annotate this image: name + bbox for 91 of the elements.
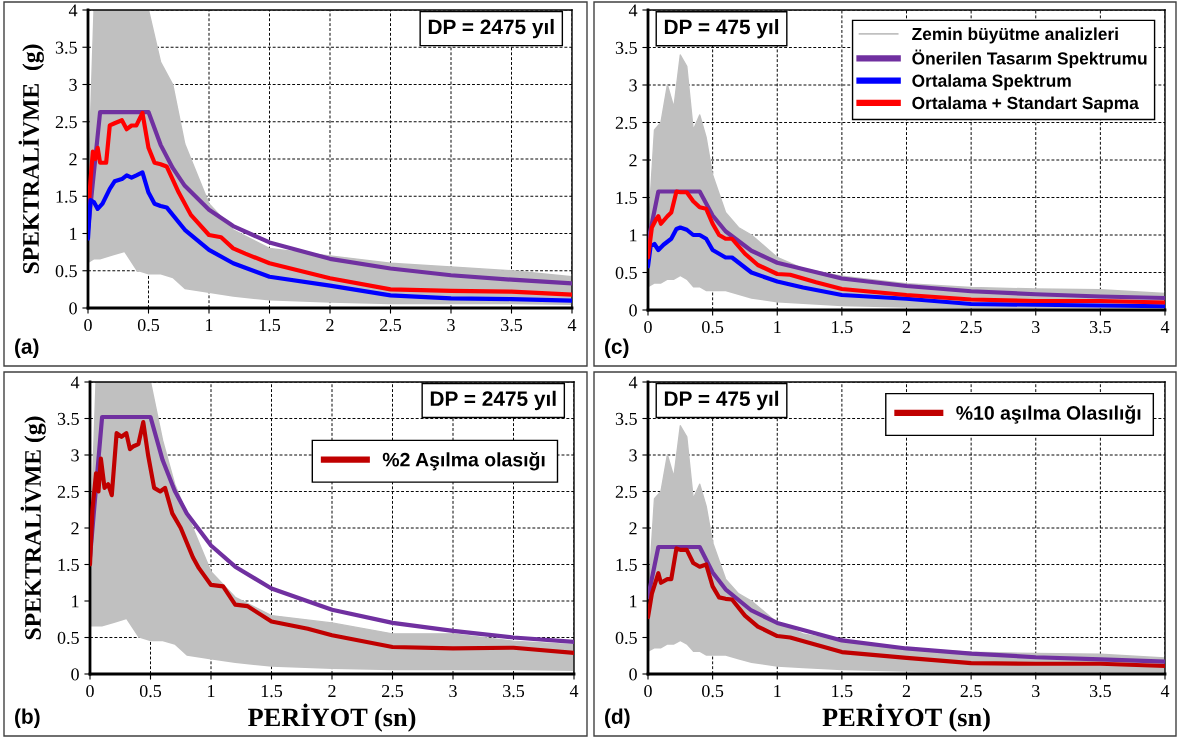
x-tick-label: 0.5 — [702, 320, 724, 334]
x-tick-label: 0.5 — [702, 684, 724, 698]
x-tick-label: 4 — [1160, 321, 1170, 333]
x-tick-label: 1 — [774, 321, 781, 333]
text: (a) — [15, 338, 39, 358]
x-tick-label: 3.5 — [503, 684, 525, 698]
x-tick-label: 3.5 — [501, 318, 523, 332]
y-tick-label: 1 — [630, 595, 637, 608]
y-tick-label: 2 — [629, 522, 637, 535]
y-tick-label: 1 — [630, 229, 637, 242]
x-tick-label: 0 — [644, 320, 652, 334]
y-tick-label: 3 — [69, 78, 77, 91]
x-tick-label: 3.5 — [1089, 320, 1111, 334]
y-tick-label: 2 — [69, 153, 77, 166]
annotation: DP = 2475 yıl — [428, 18, 554, 39]
x-tick-label: 3 — [1032, 320, 1040, 334]
x-tick-label: 2 — [902, 684, 911, 697]
x-axis-title: PERİYOT (sn) — [248, 703, 416, 732]
line-series — [88, 170, 572, 303]
x-tick-label: 4 — [567, 319, 577, 331]
x-tick-label: 1.5 — [259, 319, 281, 332]
y-axis-title: SPEKTRALİVME (g) — [18, 44, 44, 274]
y-tick-label: 0 — [71, 668, 79, 681]
y-tick-label: 4 — [70, 376, 80, 389]
y-tick-label: 4 — [628, 4, 638, 17]
x-tick-label: 3 — [1032, 684, 1040, 698]
x-tick-label: 2 — [902, 320, 911, 333]
y-tick-label: 1.5 — [58, 558, 79, 572]
y-tick-label: 2 — [629, 154, 637, 167]
x-tick-label: 0 — [644, 684, 652, 698]
x-axis-title: PERİYOT (sn) — [822, 703, 990, 732]
x-tick-label: 3 — [447, 318, 455, 332]
y-tick-label: 0 — [629, 304, 637, 317]
y-tick-label: 4 — [628, 376, 638, 389]
x-tick-label: 3.5 — [1089, 684, 1111, 698]
x-tick-label: 2 — [328, 684, 336, 697]
text: (c) — [605, 338, 629, 358]
y-tick-label: 0 — [69, 302, 77, 315]
x-tick-label: 3 — [449, 684, 457, 698]
y-tick-label: 3.5 — [57, 412, 79, 426]
y-tick-label: 1 — [70, 227, 77, 240]
x-tick-label: 0 — [84, 318, 92, 332]
y-tick-label: 2 — [71, 522, 79, 535]
y-tick-label: 0.5 — [55, 265, 77, 278]
y-tick-label: 3.5 — [55, 41, 77, 54]
legend-label: %10 aşılma Olasılığı — [956, 405, 1141, 424]
y-tick-label: 4 — [68, 4, 78, 17]
legend-label: %2 Aşılma olasığı — [382, 452, 545, 471]
y-axis-title: SPEKTRALİVME (g) — [20, 416, 46, 640]
y-tick-label: 3.5 — [615, 412, 637, 426]
x-tick-label: 2.5 — [960, 320, 982, 334]
legend-label: Ortalama + Standart Sapma — [912, 96, 1139, 113]
annotation: DP = 475 yıl — [664, 19, 779, 39]
annotation: DP = 475 yıl — [664, 390, 779, 411]
x-tick-label: 1 — [774, 685, 781, 697]
x-tick-label: 1.5 — [832, 685, 853, 698]
y-tick-label: 1.5 — [56, 190, 77, 203]
y-tick-label: 2.5 — [615, 485, 637, 499]
y-tick-label: 3.5 — [615, 41, 637, 55]
legend-label: Önerilen Tasarım Spektrumu — [912, 49, 1147, 69]
x-tick-label: 1 — [206, 319, 213, 331]
y-tick-label: 1 — [72, 595, 79, 608]
y-tick-label: 0.5 — [615, 266, 637, 280]
legend-label: Ortalama Spektrum — [912, 74, 1071, 91]
y-tick-label: 1.5 — [616, 558, 637, 572]
y-tick-label: 2.5 — [57, 485, 79, 499]
y-tick-label: 2.5 — [55, 116, 77, 129]
x-tick-label: 2 — [326, 318, 334, 331]
x-tick-label: 2.5 — [960, 684, 982, 698]
annotation: DP = 2475 yıl — [430, 390, 556, 411]
x-tick-label: 0.5 — [139, 684, 162, 698]
x-tick-label: 2.5 — [380, 318, 402, 332]
text: (d) — [605, 708, 630, 728]
y-tick-label: 0.5 — [57, 631, 79, 645]
y-tick-label: 3 — [629, 449, 637, 462]
y-tick-label: 3 — [629, 79, 637, 92]
y-tick-label: 2.5 — [615, 116, 637, 130]
x-tick-label: 2.5 — [382, 684, 404, 698]
legend-label: Zemin büyütme analizleri — [912, 27, 1118, 44]
x-tick-label: 0.5 — [137, 318, 160, 332]
y-tick-label: 0.5 — [615, 631, 637, 645]
x-tick-label: 4 — [569, 685, 579, 697]
y-tick-label: 1.5 — [616, 191, 637, 205]
x-tick-label: 0 — [86, 684, 94, 698]
x-tick-label: 1.5 — [261, 685, 283, 698]
x-tick-label: 1 — [208, 685, 215, 697]
x-tick-label: 4 — [1160, 685, 1170, 697]
y-tick-label: 3 — [71, 449, 79, 462]
text: (b) — [15, 708, 40, 728]
y-tick-label: 0 — [629, 668, 637, 681]
x-tick-label: 1.5 — [832, 321, 853, 334]
